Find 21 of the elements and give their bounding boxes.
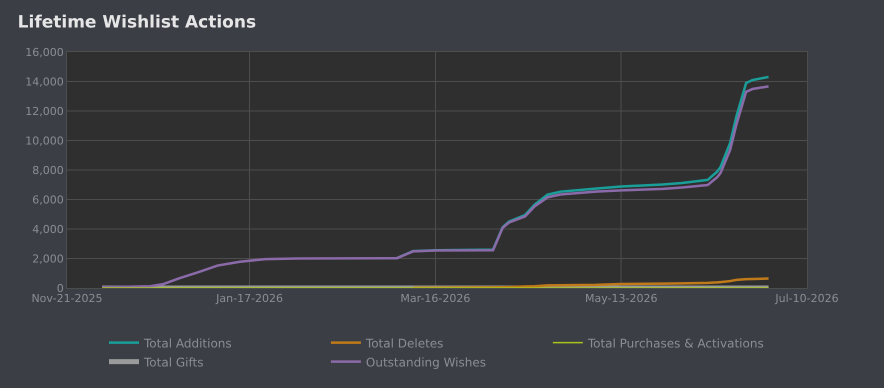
legend-label: Total Gifts [143,355,204,370]
y-tick-label: 4,000 [32,222,64,236]
y-tick-label: 2,000 [32,252,64,266]
x-tick-label: Mar-16-2026 [400,292,470,306]
legend-label: Total Purchases & Activations [586,336,764,350]
legend-label: Total Additions [143,336,232,350]
y-tick-label: 10,000 [25,134,64,148]
y-tick-label: 0 [56,282,64,295]
legend-label: Total Deletes [364,336,444,350]
chart-title: Lifetime Wishlist Actions [18,12,256,32]
line-series [100,85,770,288]
y-tick-label: 12,000 [25,104,64,118]
y-tick-label: 16,000 [25,46,64,59]
y-tick-label: 14,000 [25,75,64,88]
x-tick-label: Jan-17-2026 [215,292,284,306]
x-tick-label: May-13-2026 [584,292,658,306]
y-tick-label: 8,000 [32,164,64,177]
y-tick-label: 6,000 [32,193,64,206]
x-tick-label: Nov-21-2025 [31,292,103,306]
legend-label: Outstanding Wishes [366,355,486,370]
x-tick-label: Jul-10-2026 [774,292,839,306]
